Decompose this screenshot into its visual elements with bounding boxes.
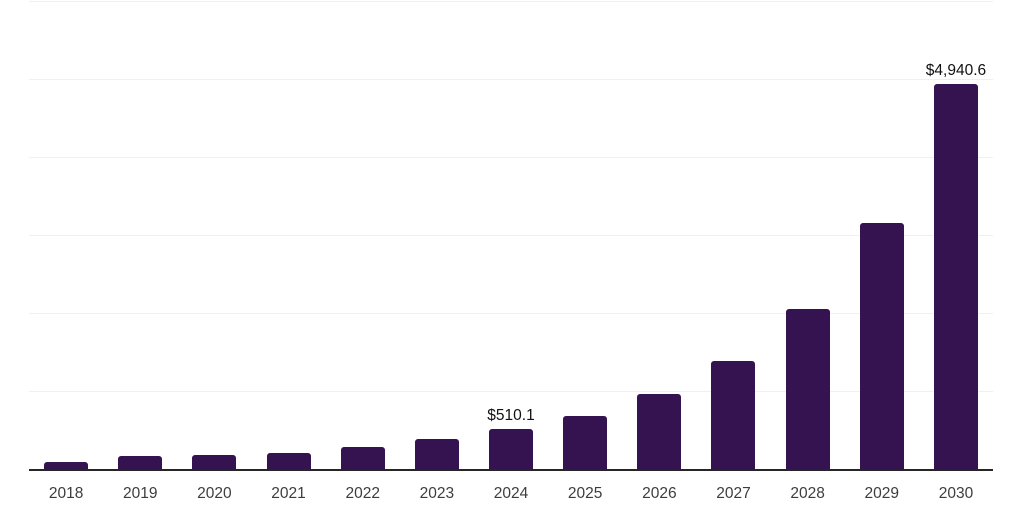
x-axis-label-2029: 2029 xyxy=(864,485,900,502)
gridline-1000 xyxy=(29,391,993,392)
x-axis-label-2021: 2021 xyxy=(271,485,306,502)
bar-band-2020 xyxy=(177,1,251,469)
x-axis-label-2027: 2027 xyxy=(716,485,751,502)
bar-band-2018 xyxy=(29,1,103,469)
bar-2023 xyxy=(414,438,459,469)
bar-band-2019 xyxy=(103,1,177,469)
bar-band-2026 xyxy=(622,1,696,469)
plot-area: $510.1 $4,940.6 xyxy=(29,1,993,471)
bar-band-2030: $4,940.6 xyxy=(919,1,993,469)
x-axis-label-2019: 2019 xyxy=(122,485,158,502)
x-axis-label-2026: 2026 xyxy=(642,485,677,502)
gridline-2000 xyxy=(29,313,993,314)
gridline-3000 xyxy=(29,235,993,236)
x-axis-label-2028: 2028 xyxy=(790,485,825,502)
bar-2029 xyxy=(859,223,904,469)
bar-band-2027 xyxy=(696,1,770,469)
bar-band-2022 xyxy=(326,1,400,469)
bar-2024 xyxy=(489,429,534,469)
bar-band-2028 xyxy=(771,1,845,469)
bar-2026 xyxy=(637,394,682,469)
x-axis-label-2020: 2020 xyxy=(197,485,232,502)
bar-2027 xyxy=(711,360,756,469)
bar-2030 xyxy=(933,83,978,469)
bar-value-label-2030: $4,940.6 xyxy=(925,61,987,79)
bars-container: $510.1 $4,940.6 xyxy=(29,1,993,469)
bar-band-2029 xyxy=(845,1,919,469)
bar-2022 xyxy=(340,447,385,469)
gridline-5000 xyxy=(29,79,993,80)
bar-band-2024: $510.1 xyxy=(474,1,548,469)
gridline-4000 xyxy=(29,157,993,158)
bar-2019 xyxy=(118,455,163,469)
x-axis-label-2023: 2023 xyxy=(419,485,455,502)
bar-2028 xyxy=(785,308,830,469)
bar-band-2023 xyxy=(400,1,474,469)
gridline-6000 xyxy=(29,1,993,2)
x-axis-labels: 2018 2019 2020 2021 2022 2023 2024 2025 2026 2027… xyxy=(29,484,993,503)
x-axis-label-2022: 2022 xyxy=(345,485,380,502)
x-axis-label-2025: 2025 xyxy=(567,485,603,502)
bar-2025 xyxy=(563,415,608,469)
bar-2021 xyxy=(266,452,311,469)
x-axis-label-2018: 2018 xyxy=(48,485,84,502)
x-axis-label-2030: 2030 xyxy=(938,485,974,502)
bar-value-label-2024: $510.1 xyxy=(487,407,535,425)
bar-2020 xyxy=(192,454,237,469)
x-axis-label-2024: 2024 xyxy=(493,485,529,502)
bar-band-2021 xyxy=(251,1,325,469)
bar-2018 xyxy=(44,461,89,469)
x-axis-line xyxy=(29,469,993,471)
bar-band-2025 xyxy=(548,1,622,469)
